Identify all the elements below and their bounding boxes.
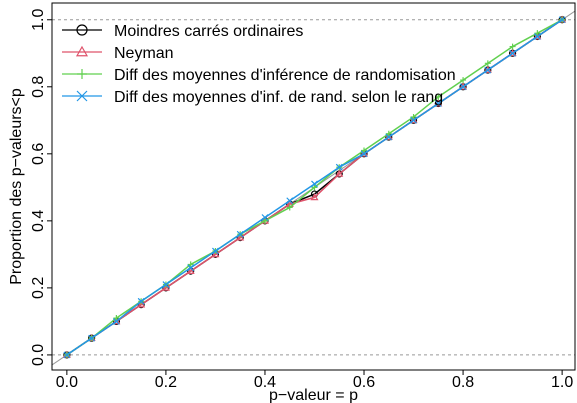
marker [310,193,319,201]
x-tick-label: 0.6 [353,374,375,391]
marker [484,60,491,67]
x-tick-label: 0.2 [155,374,177,391]
marker [186,266,195,274]
x-tick-label: 0.8 [452,374,474,391]
y-tick-label: 0.0 [30,344,47,366]
marker [361,147,368,154]
marker [410,116,417,124]
legend-label: Diff des moyennes d'inférence de randomi… [114,67,456,84]
y-tick-label: 1.0 [30,9,47,31]
marker [236,233,245,241]
marker [459,83,467,91]
marker [311,180,318,188]
marker [410,113,417,120]
marker [460,77,467,84]
y-tick-label: 0.8 [30,76,47,98]
legend-marker [76,90,88,102]
marker [360,150,368,158]
y-axis-label: Proportion des p−valeurs<p [8,88,25,285]
marker [509,43,516,50]
y-tick-label: 0.4 [30,210,47,232]
y-tick-label: 0.6 [30,143,47,165]
marker [335,169,344,177]
x-tick-label: 0.4 [254,374,276,391]
marker [112,317,120,325]
marker [385,130,392,137]
marker [434,100,442,107]
marker [558,16,566,24]
marker [286,204,293,211]
marker [63,351,71,359]
marker [385,133,393,141]
marker [533,33,541,40]
legend-marker [75,45,89,57]
legend-label: Neyman [114,45,174,62]
marker [534,30,541,37]
marker [212,247,219,255]
legend: Moindres carrés ordinaires Neyman Diff des… [62,23,456,106]
legend-marker [76,24,88,36]
plot-frame [51,2,576,371]
marker [261,214,269,221]
legend-label: Diff des moyennes d'inf. de rand. selon … [114,89,443,106]
y-tick-label: 0.2 [30,277,47,299]
marker [187,264,195,272]
marker [311,184,318,191]
marker [484,66,492,74]
marker [161,283,170,291]
x-axis-label: p−valeur = p [269,387,358,403]
marker [162,281,170,288]
legend-marker [77,69,87,79]
x-tick-label: 1.0 [551,374,573,391]
legend-label: Moindres carrés ordinaires [114,23,303,40]
marker [137,300,146,308]
x-tick-label: 0.0 [56,374,78,391]
marker [435,93,442,100]
marker [236,230,244,238]
marker [286,197,294,205]
marker [211,250,220,258]
marker [137,297,145,305]
marker [187,261,194,268]
marker [88,334,96,342]
marker [509,49,517,57]
marker [335,163,343,171]
marker [113,315,120,322]
marker [261,217,268,224]
